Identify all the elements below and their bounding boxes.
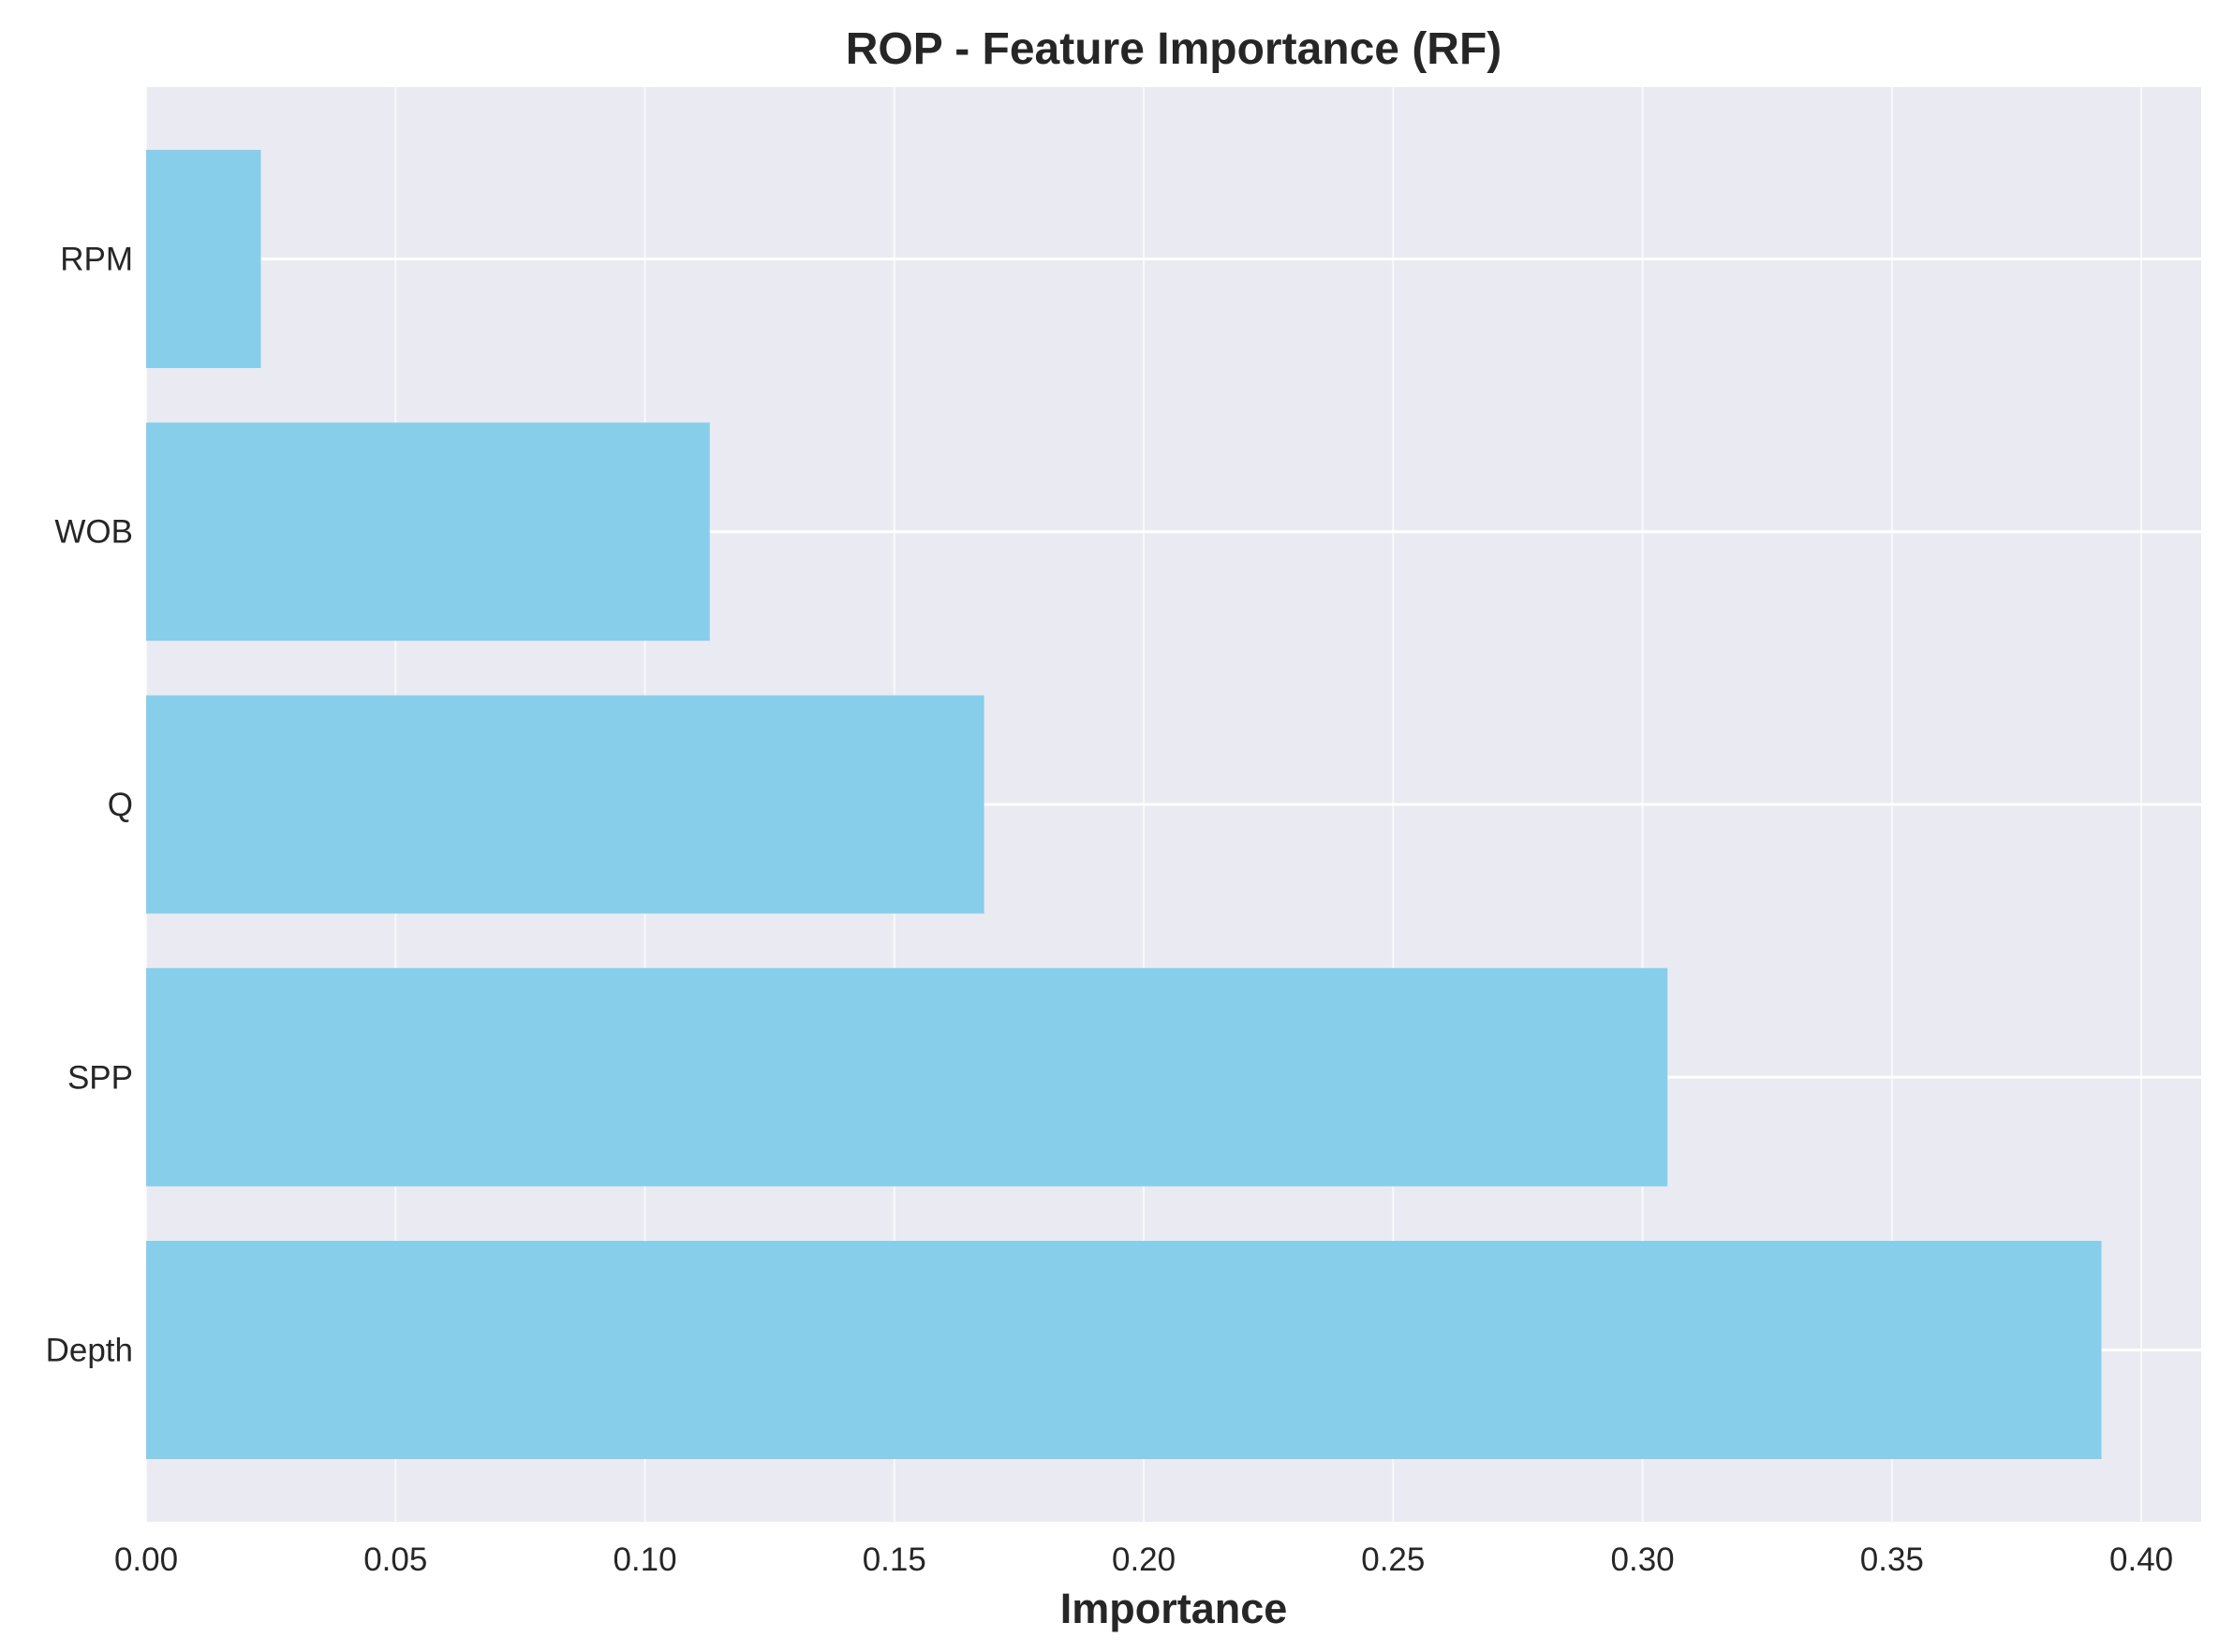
y-tick-label: SPP [67,1059,133,1096]
bar-wob [146,422,710,642]
chart-title: ROP - Feature Importance (RF) [846,24,1502,74]
x-tick-label: 0.10 [613,1541,676,1578]
x-tick-label: 0.25 [1361,1541,1425,1578]
x-tick-label: 0.40 [2109,1541,2173,1578]
bar-spp [146,967,1668,1187]
x-tick-label: 0.35 [1860,1541,1924,1578]
y-tick-label: Depth [46,1333,133,1369]
y-tick-label: Q [108,787,133,823]
x-tick-label: 0.00 [114,1541,178,1578]
bar-depth [146,1241,2102,1460]
bar-rpm [146,149,261,368]
x-tick-label: 0.15 [863,1541,926,1578]
x-tick-label: 0.30 [1611,1541,1675,1578]
y-tick-label: WOB [54,514,133,551]
bars [146,149,2102,1460]
x-axis-ticks: 0.00 0.05 0.10 0.15 0.20 0.25 0.30 0.35 0.40 [114,1541,2173,1578]
x-axis-label: Importance [1060,1585,1288,1632]
y-axis-ticks: Depth SPP Q WOB RPM [46,241,133,1368]
x-tick-label: 0.20 [1112,1541,1176,1578]
bar-q [146,695,984,914]
y-tick-label: RPM [60,241,133,277]
x-tick-label: 0.05 [363,1541,427,1578]
